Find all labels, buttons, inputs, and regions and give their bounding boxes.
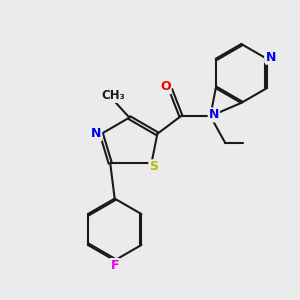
Text: CH₃: CH₃ (101, 89, 125, 102)
Text: N: N (91, 127, 101, 140)
Text: N: N (265, 49, 275, 62)
Text: O: O (160, 80, 171, 93)
Text: F: F (110, 259, 119, 272)
Text: N: N (266, 51, 276, 64)
Text: N: N (209, 109, 219, 122)
Text: S: S (149, 160, 158, 173)
